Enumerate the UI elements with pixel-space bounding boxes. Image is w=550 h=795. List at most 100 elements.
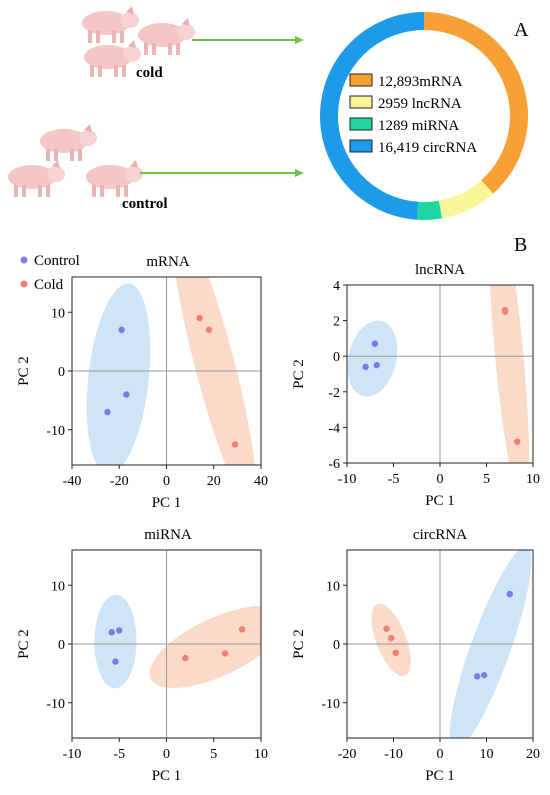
confidence-ellipse [347, 320, 398, 397]
pca-plot-lncRNA: -10 -5 0 5 10 -6 -4 -2 0 2 4 lncRNA PC 1 PC 2 [291, 262, 540, 509]
x-tick-label: 0 [437, 472, 444, 487]
y-tick-label: -4 [328, 421, 340, 436]
data-point-control [112, 658, 119, 665]
x-tick-label: -40 [63, 474, 82, 489]
data-point-cold [513, 438, 521, 445]
x-tick-label: 5 [483, 472, 490, 487]
panel-label-b: B [514, 235, 527, 256]
x-axis-label: PC 1 [425, 493, 455, 509]
y-tick-label: 2 [333, 315, 340, 330]
legend-label-control: Control [34, 253, 80, 269]
data-point-control [373, 361, 380, 369]
x-tick-label: 0 [163, 474, 170, 489]
donut-slice-mRNA [424, 12, 528, 194]
y-tick-label: 0 [333, 638, 340, 653]
data-point-cold [501, 308, 509, 315]
y-tick-label: -2 [328, 386, 340, 401]
data-point-cold [238, 626, 246, 633]
donut-legend-label: 1289 miRNA [378, 118, 459, 134]
plot-title: circRNA [413, 527, 467, 543]
data-point-cold [221, 650, 229, 657]
donut-legend-label: 12,893mRNA [378, 74, 463, 90]
donut-legend-label: 2959 lncRNA [378, 96, 462, 112]
cold-arrow-head [295, 36, 304, 44]
x-tick-label: 10 [480, 747, 494, 762]
x-tick-label: 10 [526, 472, 540, 487]
x-tick-label: -20 [110, 474, 129, 489]
confidence-ellipse [149, 605, 261, 688]
data-point-cold [387, 634, 395, 642]
x-tick-label: -20 [338, 747, 357, 762]
x-tick-label: 10 [254, 747, 268, 762]
y-tick-label: 0 [58, 365, 65, 380]
rna-donut-chart [319, 12, 528, 220]
data-point-control [506, 590, 513, 598]
data-point-cold [383, 625, 390, 632]
x-tick-label: 0 [437, 747, 444, 762]
data-point-control [104, 408, 111, 416]
legend-marker-cold [20, 280, 28, 288]
plot-title: lncRNA [415, 262, 465, 278]
y-axis-label: PC 2 [291, 629, 307, 659]
donut-slice-lncRNA [438, 180, 494, 219]
group-label-cold: cold [136, 65, 163, 81]
confidence-ellipse [172, 277, 257, 465]
y-axis-label: PC 2 [16, 356, 32, 386]
y-tick-label: 10 [51, 306, 65, 321]
y-axis-label: PC 2 [16, 629, 32, 659]
donut-legend-label: 16,419 circRNA [378, 140, 477, 156]
x-tick-label: -10 [384, 747, 403, 762]
data-point-cold [182, 654, 189, 662]
donut-legend-swatch [349, 95, 373, 109]
data-point-control [371, 340, 379, 347]
confidence-ellipse [449, 550, 532, 738]
x-axis-label: PC 1 [152, 495, 182, 511]
pig-icon [138, 18, 195, 55]
x-tick-label: -10 [63, 747, 82, 762]
data-point-cold [205, 326, 213, 334]
donut-legend-swatch [349, 139, 373, 153]
confidence-ellipse [86, 283, 151, 465]
data-point-control [118, 326, 125, 334]
x-tick-label: -5 [113, 747, 125, 762]
y-tick-label: -10 [321, 697, 340, 712]
x-tick-label: 5 [210, 747, 217, 762]
y-tick-label: 10 [326, 579, 340, 594]
x-tick-label: 20 [526, 747, 540, 762]
confidence-ellipse [488, 285, 530, 463]
y-axis-label: PC 2 [291, 359, 307, 389]
pca-plot-circRNA: -20 -10 0 10 20 -10 0 10 circRNA PC 1 PC 2 [291, 527, 540, 784]
donut-legend: 12,893mRNA 2959 lncRNA 1289 miRNA 16,419 ci… [349, 73, 477, 156]
x-tick-label: 0 [163, 747, 170, 762]
y-tick-label: -6 [328, 457, 340, 472]
confidence-ellipse [94, 594, 137, 689]
group-label-control: control [122, 196, 168, 212]
x-tick-label: 20 [207, 474, 221, 489]
x-axis-label: PC 1 [152, 768, 182, 784]
data-point-control [116, 627, 123, 634]
y-tick-label: 10 [51, 579, 65, 594]
control-arrow-head [295, 169, 304, 177]
pig-icon [40, 124, 97, 161]
data-point-cold [392, 649, 400, 657]
y-tick-label: 0 [58, 638, 65, 653]
x-tick-label: -5 [388, 472, 400, 487]
plot-title: miRNA [144, 527, 192, 543]
x-axis-label: PC 1 [425, 768, 455, 784]
pig-icon [84, 40, 141, 77]
data-point-control [108, 629, 115, 636]
y-tick-label: 0 [333, 350, 340, 365]
donut-slice-miRNA [416, 200, 442, 220]
legend-marker-control [20, 256, 28, 264]
data-point-control [362, 363, 369, 371]
data-point-control [474, 673, 481, 680]
control-pigs-illustration [8, 124, 143, 197]
pig-icon [86, 160, 143, 197]
data-point-cold [196, 314, 203, 322]
donut-legend-swatch [349, 117, 373, 131]
y-tick-label: -10 [46, 697, 65, 712]
x-tick-label: 40 [254, 474, 268, 489]
